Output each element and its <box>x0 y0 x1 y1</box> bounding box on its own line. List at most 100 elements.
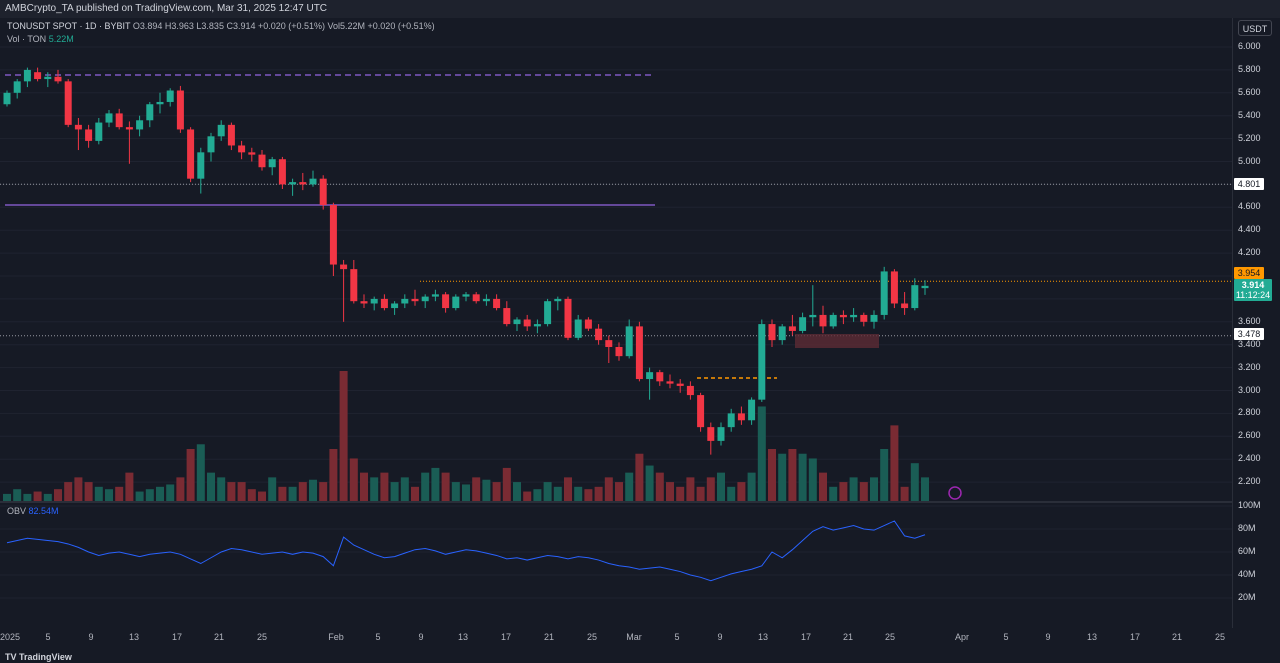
volume-label[interactable]: Vol · TON <box>7 34 47 44</box>
time-tick: 25 <box>1214 632 1226 642</box>
candle-body <box>350 269 358 302</box>
candle-body <box>329 205 337 265</box>
volume-bar <box>717 472 725 501</box>
price-tick: 4.400 <box>1238 224 1261 235</box>
volume-bar <box>268 477 277 501</box>
chart-drawings <box>0 74 1232 379</box>
volume-bar <box>451 482 460 501</box>
volume-bar <box>258 491 266 501</box>
candle-body <box>34 72 42 80</box>
price-tick: 2.800 <box>1238 407 1261 418</box>
time-tick: 17 <box>1129 632 1141 642</box>
price-tick: 3.000 <box>1238 384 1261 395</box>
candle-body <box>289 182 297 185</box>
price-tick: 4.600 <box>1238 201 1261 212</box>
candle-body <box>136 120 144 130</box>
candle-body <box>778 326 786 341</box>
volume-bar <box>360 472 368 501</box>
volume-bar <box>768 449 776 501</box>
time-tick: Apr <box>954 632 970 642</box>
volume-bar <box>523 491 532 501</box>
price-tick: 2.400 <box>1238 453 1261 464</box>
candle-body <box>411 298 419 302</box>
candle-body <box>890 271 898 304</box>
candle-body <box>462 294 470 297</box>
candle-body <box>238 145 246 153</box>
currency-button[interactable]: USDT <box>1238 20 1272 36</box>
candle-body <box>921 285 929 289</box>
candle-body <box>819 314 827 327</box>
published-header: AMBCrypto_TA published on TradingView.co… <box>0 0 1280 18</box>
candle-body <box>646 372 654 380</box>
candle-body <box>564 298 572 338</box>
time-tick: 9 <box>418 632 424 642</box>
candle-body <box>370 298 378 304</box>
volume-bar <box>431 467 440 501</box>
volume-bar <box>900 486 909 501</box>
volume-bar <box>54 489 62 501</box>
volume-bar <box>176 477 185 501</box>
volume-bar <box>84 482 93 501</box>
volume-bar <box>502 467 511 501</box>
price-chart[interactable] <box>0 18 1232 501</box>
obv-chart[interactable] <box>0 503 1232 628</box>
candle-body <box>13 81 21 93</box>
last-price: 3.914 <box>1241 280 1265 290</box>
obv-tick: 20M <box>1238 592 1256 602</box>
volume-bar <box>594 486 603 501</box>
volume-bar <box>676 486 685 501</box>
candle-body <box>227 124 235 146</box>
candle-body <box>788 326 796 331</box>
symbol-name[interactable]: TONUSDT SPOT · 1D · BYBIT <box>7 21 131 31</box>
volume-bar <box>135 491 144 501</box>
volume-bar <box>625 472 634 501</box>
volume-bar <box>196 444 205 501</box>
candle-body <box>146 104 154 121</box>
candle-body <box>278 159 286 185</box>
volume-bar <box>870 477 878 501</box>
price-tick: 5.000 <box>1238 155 1261 166</box>
volume-bar <box>492 482 501 501</box>
bar-countdown: 11:12:24 <box>1235 290 1271 300</box>
candle-body <box>666 381 674 384</box>
tradingview-footer: TV TradingView <box>0 650 1280 663</box>
candle-body <box>584 319 592 329</box>
candle-body <box>717 427 725 441</box>
volume-bar <box>156 486 164 501</box>
volume-bar <box>921 477 929 501</box>
symbol-legend: TONUSDT SPOT · 1D · BYBIT O3.894 H3.963 … <box>7 21 435 31</box>
volume-bar <box>237 482 246 501</box>
time-tick: 5 <box>45 632 51 642</box>
obv-label[interactable]: OBV <box>7 506 27 516</box>
volume-bar <box>808 458 817 501</box>
volume-bar <box>13 489 22 501</box>
time-tick: 17 <box>500 632 512 642</box>
pane-separator[interactable] <box>0 501 1280 503</box>
candle-body <box>309 178 317 185</box>
candle-body <box>44 76 52 80</box>
obv-tick: 100M <box>1238 500 1261 510</box>
volume-bar <box>319 482 328 501</box>
time-tick: 13 <box>128 632 140 642</box>
candle-body <box>493 298 501 309</box>
candle-body <box>635 326 643 380</box>
candle-body <box>697 395 705 428</box>
chart-markers <box>948 486 962 500</box>
price-axis[interactable] <box>1232 18 1280 628</box>
candle-body <box>656 372 664 382</box>
volume-bar <box>33 491 42 501</box>
obv-tick: 60M <box>1238 546 1256 556</box>
obv-line <box>6 520 926 582</box>
time-tick: 5 <box>674 632 680 642</box>
volume-bar <box>380 472 389 501</box>
volume-bar <box>43 493 52 501</box>
candles <box>3 67 929 455</box>
volume-bar <box>23 493 32 501</box>
candle-body <box>523 319 531 327</box>
time-tick: 25 <box>884 632 896 642</box>
volume-bar <box>696 486 705 501</box>
candle-body <box>829 314 837 327</box>
volume-bar <box>278 486 287 501</box>
volume-bar <box>227 482 236 501</box>
price-tick: 5.600 <box>1238 86 1261 97</box>
